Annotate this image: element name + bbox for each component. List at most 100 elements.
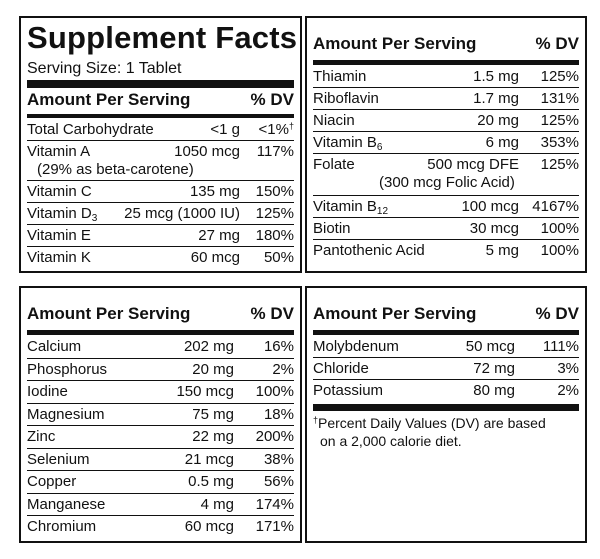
dagger-mark: † bbox=[288, 121, 294, 131]
nutrient-list: Total Carbohydrate <1 g <1%† Vitamin A 1… bbox=[27, 119, 294, 269]
dv-header: % DV bbox=[250, 90, 294, 109]
nutrient-name: Potassium bbox=[313, 382, 384, 399]
nutrient-amount: 6 mg bbox=[485, 134, 519, 151]
nutrient-dv: 353% bbox=[540, 134, 579, 151]
nutrient-row: Selenium 21 mcg 38% bbox=[27, 449, 294, 471]
divider-thick bbox=[27, 80, 294, 88]
dv-header: % DV bbox=[535, 304, 579, 323]
divider-medium bbox=[27, 114, 294, 118]
nutrient-amount: 1.7 mg bbox=[473, 90, 519, 107]
nutrient-amount: 21 mcg bbox=[184, 450, 234, 468]
nutrient-name: Thiamin bbox=[313, 68, 367, 85]
nutrient-row: Folate 500 mcg DFE 125% (300 mcg Folic A… bbox=[313, 154, 579, 196]
footnote-line-2: on a 2,000 calorie diet. bbox=[320, 433, 462, 449]
nutrient-amount: 27 mg bbox=[198, 227, 240, 244]
nutrient-row: Biotin 30 mcg 100% bbox=[313, 218, 579, 240]
nutrient-amount: 202 mg bbox=[183, 338, 234, 355]
nutrient-dv: 100% bbox=[255, 383, 294, 400]
nutrient-note: (300 mcg Folic Acid) bbox=[379, 174, 515, 191]
nutrient-name: Zinc bbox=[27, 428, 56, 445]
nutrient-note: (29% as beta-carotene) bbox=[37, 161, 194, 178]
nutrient-dv: 150% bbox=[255, 183, 294, 200]
amount-per-serving-label: Amount Per Serving bbox=[27, 90, 191, 109]
nutrient-dv: 100% bbox=[540, 242, 579, 259]
footnote: †Percent Daily Values (DV) are based on … bbox=[313, 414, 579, 450]
nutrient-dv: 117% bbox=[256, 143, 294, 160]
nutrient-row: Thiamin 1.5 mg 125% bbox=[313, 66, 579, 88]
nutrient-row: Magnesium 75 mg 18% bbox=[27, 404, 294, 426]
nutrient-row: Calcium 202 mg 16% bbox=[27, 336, 294, 359]
nutrient-row: Vitamin D3 25 mcg (1000 IU) 125% bbox=[27, 203, 294, 225]
nutrient-amount: 1.5 mg bbox=[473, 68, 519, 85]
nutrient-amount: 75 mg bbox=[192, 405, 234, 423]
nutrient-dv: 125% bbox=[540, 68, 579, 85]
nutrient-name: Vitamin D3 bbox=[27, 205, 98, 224]
nutrient-name: Vitamin A bbox=[27, 143, 91, 160]
nutrient-amount: 100 mcg bbox=[461, 198, 519, 215]
nutrient-amount: 60 mcg bbox=[190, 249, 240, 266]
nutrient-amount: 25 mcg (1000 IU) bbox=[124, 205, 240, 222]
nutrient-dv: 131% bbox=[540, 90, 579, 107]
nutrient-row: Chloride 72 mg 3% bbox=[313, 358, 579, 380]
nutrient-dv: 100% bbox=[540, 220, 579, 237]
nutrient-name: Iodine bbox=[27, 383, 68, 400]
nutrient-name: Pantothenic Acid bbox=[313, 242, 425, 259]
dv-header: % DV bbox=[535, 34, 579, 53]
nutrient-amount: 20 mg bbox=[192, 360, 234, 378]
nutrient-dv: 180% bbox=[255, 227, 294, 244]
nutrient-name: Niacin bbox=[313, 112, 355, 129]
nutrient-dv: 16% bbox=[263, 338, 294, 355]
nutrient-list: Molybdenum 50 mcg 111% Chloride 72 mg 3%… bbox=[313, 336, 579, 402]
nutrient-row: Niacin 20 mg 125% bbox=[313, 110, 579, 132]
nutrient-dv: 125% bbox=[540, 156, 579, 173]
nutrient-row: Molybdenum 50 mcg 111% bbox=[313, 336, 579, 358]
nutrient-name: Vitamin C bbox=[27, 183, 92, 200]
nutrient-row: Pantothenic Acid 5 mg 100% bbox=[313, 240, 579, 262]
nutrient-amount: 72 mg bbox=[473, 360, 515, 377]
nutrient-name: Vitamin B12 bbox=[313, 198, 389, 217]
nutrient-dv: 174% bbox=[255, 495, 294, 513]
nutrient-amount: 60 mcg bbox=[184, 518, 234, 535]
nutrient-name: Chromium bbox=[27, 518, 97, 535]
nutrient-amount: 135 mg bbox=[189, 183, 240, 200]
nutrient-row: Chromium 60 mcg 171% bbox=[27, 516, 294, 539]
nutrient-amount: 50 mcg bbox=[465, 338, 515, 355]
panel-trace-minerals: Amount Per Serving % DV Molybdenum 50 mc… bbox=[305, 286, 587, 543]
nutrient-dv: 2% bbox=[557, 382, 579, 399]
nutrient-amount: 20 mg bbox=[477, 112, 519, 129]
nutrient-dv: 171% bbox=[255, 518, 294, 535]
nutrient-dv: 111% bbox=[542, 338, 579, 355]
nutrient-row: Total Carbohydrate <1 g <1%† bbox=[27, 119, 294, 141]
nutrient-list: Calcium 202 mg 16% Phosphorus 20 mg 2% I… bbox=[27, 336, 294, 539]
nutrient-dv: 125% bbox=[540, 112, 579, 129]
nutrient-dv: 4167% bbox=[532, 198, 579, 215]
amount-per-serving-label: Amount Per Serving bbox=[313, 34, 477, 53]
nutrient-dv: 56% bbox=[263, 473, 294, 490]
nutrient-name: Vitamin E bbox=[27, 227, 91, 244]
column-header: Amount Per Serving % DV bbox=[313, 304, 579, 326]
nutrient-list: Thiamin 1.5 mg 125% Riboflavin 1.7 mg 13… bbox=[313, 66, 579, 262]
footnote-line-1: †Percent Daily Values (DV) are based bbox=[313, 415, 546, 431]
nutrient-name: Folate bbox=[313, 156, 355, 173]
nutrient-row: Copper 0.5 mg 56% bbox=[27, 471, 294, 494]
page-title: Supplement Facts bbox=[27, 20, 298, 55]
nutrient-dv: 2% bbox=[272, 360, 294, 378]
nutrient-amount: 1050 mcg bbox=[174, 143, 240, 160]
divider-medium bbox=[27, 330, 294, 335]
divider-medium bbox=[313, 404, 579, 411]
nutrient-row: Vitamin K 60 mcg 50% bbox=[27, 247, 294, 269]
nutrient-name: Manganese bbox=[27, 495, 106, 513]
panel-vitamins-main: Supplement Facts Serving Size: 1 Tablet … bbox=[19, 16, 302, 273]
nutrient-dv: 200% bbox=[255, 428, 294, 445]
nutrient-amount: 22 mg bbox=[192, 428, 234, 445]
amount-per-serving-label: Amount Per Serving bbox=[27, 304, 191, 323]
nutrient-dv: 50% bbox=[263, 249, 294, 266]
nutrient-dv: 3% bbox=[557, 360, 579, 377]
panel-minerals: Amount Per Serving % DV Calcium 202 mg 1… bbox=[19, 286, 302, 543]
nutrient-row: Iodine 150 mcg 100% bbox=[27, 381, 294, 404]
nutrient-row: Vitamin B6 6 mg 353% bbox=[313, 132, 579, 154]
nutrient-name: Biotin bbox=[313, 220, 351, 237]
dagger-mark: † bbox=[313, 415, 319, 425]
column-header: Amount Per Serving % DV bbox=[27, 90, 294, 112]
serving-size: Serving Size: 1 Tablet bbox=[27, 60, 182, 77]
